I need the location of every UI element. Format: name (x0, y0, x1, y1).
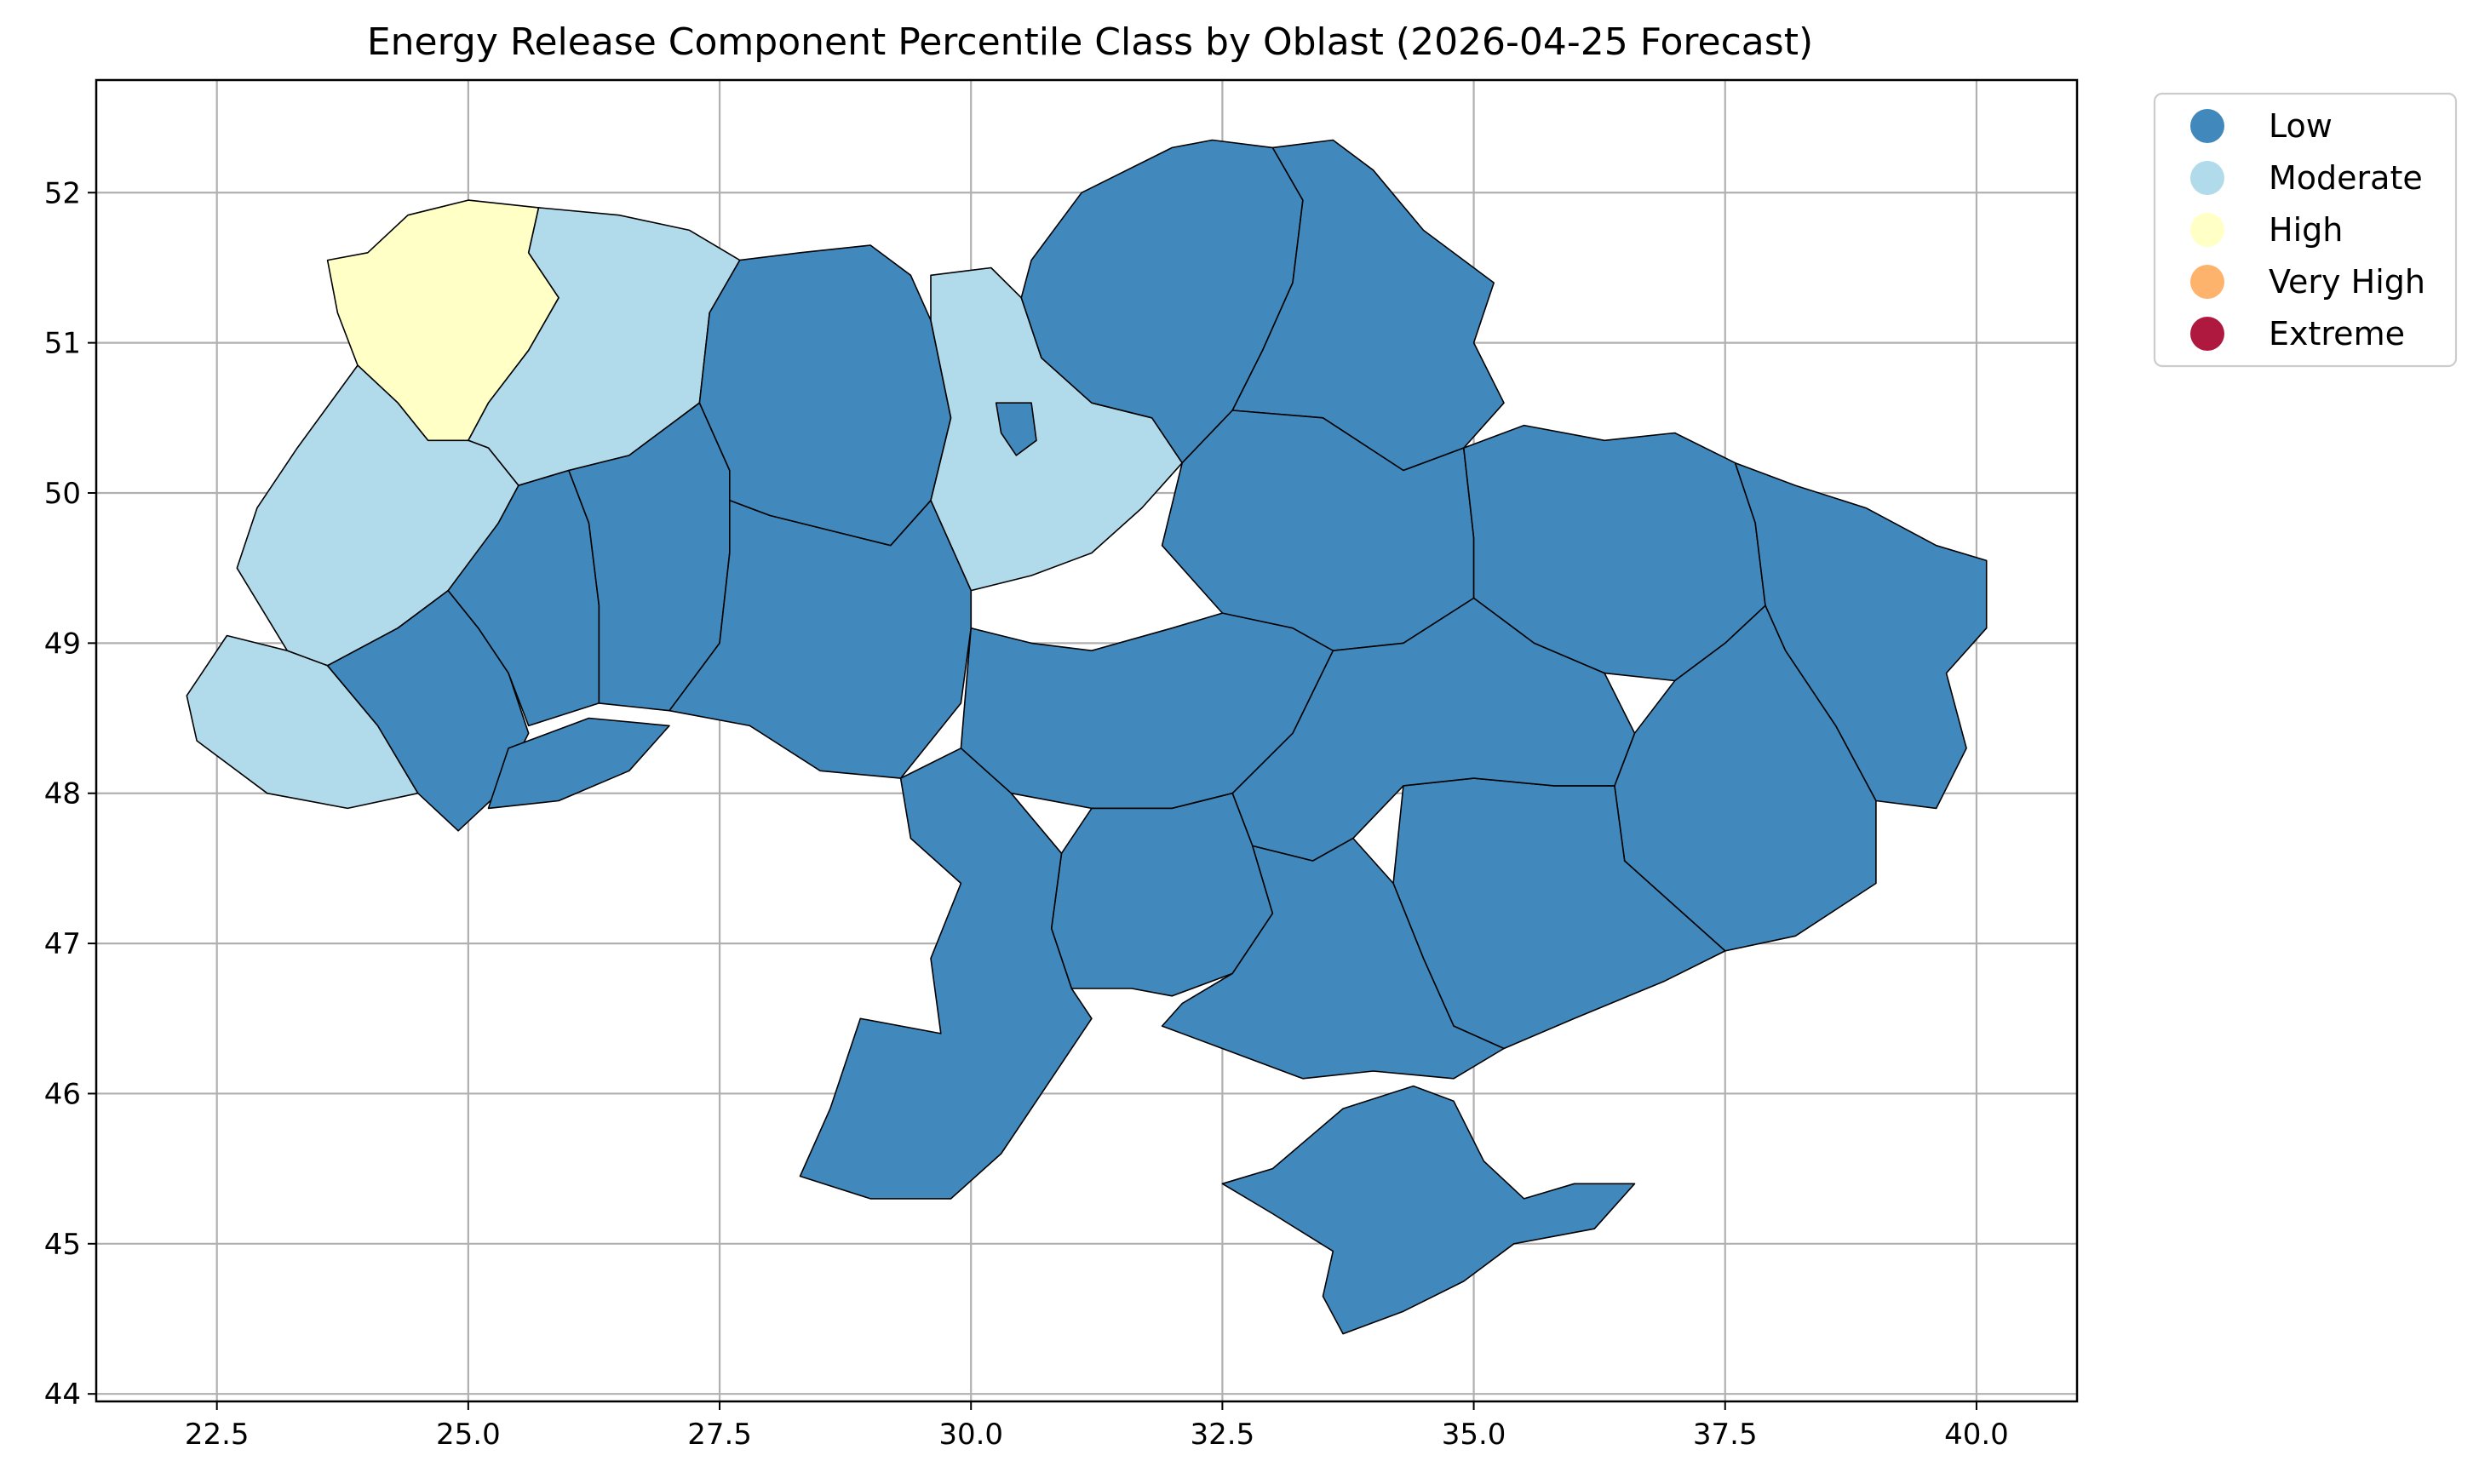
legend-label-high: High (2269, 211, 2343, 249)
axis-ticks: 22.5 25.0 27.5 30.0 32.5 35.0 37.5 40.0 44 45 46 47… (44, 176, 2009, 1452)
legend-label-low: Low (2269, 107, 2333, 145)
region-kherson (1161, 837, 1505, 1080)
y-tick-label-8: 52 (44, 176, 81, 210)
y-tick-label-1: 45 (44, 1228, 81, 1262)
region-odesa (799, 747, 1093, 1200)
region-kyiv-city (995, 402, 1037, 456)
legend-items: Low Moderate High Very High Extreme (2190, 107, 2425, 352)
legend-swatch-very-high (2190, 265, 2224, 299)
x-tick-label-3: 30.0 (938, 1418, 1003, 1452)
x-tick-label-1: 25.0 (436, 1418, 501, 1452)
plot-area: 22.5 25.0 27.5 30.0 32.5 35.0 37.5 40.0 44 45 46 47… (44, 78, 2079, 1452)
y-tick-label-5: 49 (44, 627, 81, 661)
region-zhytomyr (698, 244, 952, 547)
y-tick-label-6: 50 (44, 477, 81, 511)
legend-swatch-high (2190, 213, 2224, 247)
x-tick-label-6: 37.5 (1693, 1418, 1758, 1452)
x-tick-label-2: 27.5 (687, 1418, 752, 1452)
legend-label-extreme: Extreme (2269, 315, 2405, 352)
region-vinnytsia (669, 499, 972, 779)
region-zakarpattia (186, 634, 419, 810)
region-chernivtsi (487, 717, 670, 810)
legend-swatch-moderate (2190, 161, 2224, 195)
region-kirovohrad (960, 612, 1334, 810)
x-tick-label-0: 22.5 (185, 1418, 250, 1452)
map-title: Energy Release Component Percentile Clas… (367, 20, 1813, 64)
x-tick-label-5: 35.0 (1442, 1418, 1506, 1452)
legend-swatch-extreme (2190, 317, 2224, 351)
y-tick-label-3: 47 (44, 927, 81, 961)
plot-frame (95, 78, 2079, 1403)
legend-swatch-low (2190, 109, 2224, 143)
oblast-regions (186, 139, 1988, 1335)
legend-label-moderate: Moderate (2269, 159, 2423, 197)
x-tick-label-4: 32.5 (1191, 1418, 1255, 1452)
y-tick-label-2: 46 (44, 1077, 81, 1111)
region-ivano-frankivsk (326, 589, 530, 832)
legend: Low Moderate High Very High Extreme (2153, 92, 2458, 368)
y-tick-label-7: 51 (44, 327, 81, 361)
legend-frame (2153, 92, 2458, 368)
region-crimea (1221, 1085, 1636, 1335)
legend-label-very-high: Very High (2269, 263, 2425, 301)
y-tick-label-4: 48 (44, 777, 81, 811)
y-tick-label-0: 44 (44, 1378, 81, 1412)
x-tick-label-7: 40.0 (1944, 1418, 2009, 1452)
